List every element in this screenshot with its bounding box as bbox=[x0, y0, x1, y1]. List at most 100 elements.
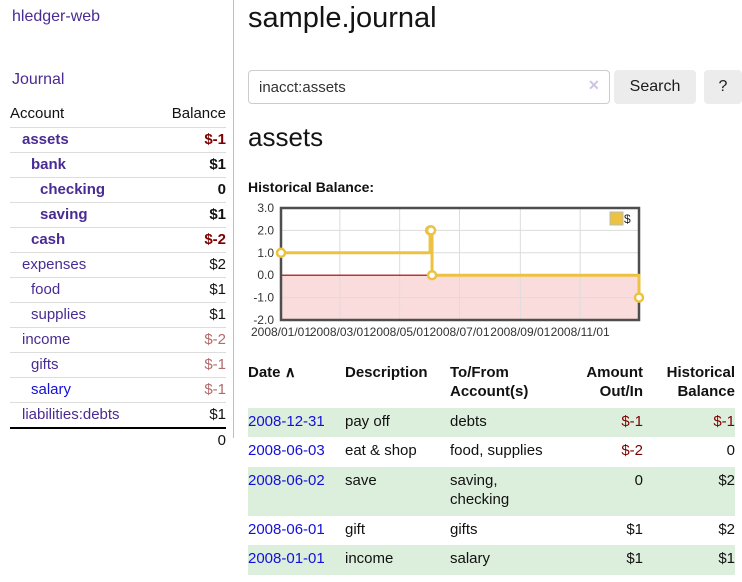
account-row: salary $-1 bbox=[10, 377, 226, 403]
app-title-link[interactable]: hledger-web bbox=[12, 8, 101, 25]
transaction-date-link[interactable]: 2008-06-02 bbox=[248, 472, 325, 489]
account-row: saving $1 bbox=[10, 202, 226, 228]
chart-label: Historical Balance: bbox=[248, 179, 375, 195]
account-page-title: assets bbox=[248, 122, 324, 152]
sidebar-account-link[interactable]: income bbox=[22, 331, 71, 348]
transaction-accounts: saving, checking bbox=[450, 472, 510, 508]
transaction-amount: $1 bbox=[626, 550, 643, 568]
search-bar: ✕ Search ? bbox=[248, 70, 742, 104]
account-row: gifts $-1 bbox=[10, 352, 226, 378]
transaction-balance: $1 bbox=[718, 550, 735, 568]
sidebar-account-link[interactable]: cash bbox=[31, 231, 66, 248]
account-balance: $1 bbox=[209, 406, 226, 423]
account-row: assets $-1 bbox=[10, 127, 226, 153]
register-row: 2008-06-03 eat & shop food, supplies $-2 0 bbox=[248, 437, 735, 467]
register-row: 2008-01-01 income salary $1 $1 bbox=[248, 545, 735, 575]
svg-text:$: $ bbox=[624, 212, 631, 226]
search-button[interactable]: Search bbox=[614, 70, 696, 104]
sidebar-account-link[interactable]: liabilities:debts bbox=[22, 406, 120, 423]
transaction-amount: 0 bbox=[634, 472, 643, 489]
transaction-date-link[interactable]: 2008-01-01 bbox=[248, 550, 325, 568]
main-content: sample.journal ✕ Search ? assets Histori… bbox=[248, 0, 742, 582]
transaction-date-link[interactable]: 2008-06-03 bbox=[248, 442, 325, 460]
transaction-date-link[interactable]: 2008-06-01 bbox=[248, 520, 325, 538]
help-button[interactable]: ? bbox=[704, 70, 742, 104]
page-title: sample.journal bbox=[248, 2, 437, 34]
account-row: checking 0 bbox=[10, 177, 226, 203]
accounts-table: Account Balance assets $-1 bank $1 checking 0… bbox=[10, 102, 226, 453]
transaction-balance: 0 bbox=[726, 442, 735, 460]
sidebar-account-link[interactable]: supplies bbox=[31, 306, 87, 323]
register-panel: Date ∧ Description To/From Account(s) Am… bbox=[248, 360, 735, 575]
account-row: supplies $1 bbox=[10, 302, 226, 328]
register-row: 2008-12-31 pay off debts $-1 $-1 bbox=[248, 407, 735, 438]
account-balance: $1 bbox=[209, 206, 226, 223]
transaction-amount: $-2 bbox=[621, 442, 643, 460]
transaction-accounts: food, supplies bbox=[450, 442, 543, 460]
clear-search-icon[interactable]: ✕ bbox=[588, 77, 600, 93]
sidebar-item-journal[interactable]: Journal bbox=[12, 71, 65, 88]
sidebar-account-link[interactable]: saving bbox=[40, 206, 88, 223]
transaction-description: eat & shop bbox=[345, 442, 417, 460]
svg-text:-1.0: -1.0 bbox=[253, 291, 274, 305]
sidebar: hledger-web Journal Account Balance asse… bbox=[0, 0, 234, 449]
register-header-date[interactable]: Date ∧ bbox=[248, 364, 296, 381]
account-balance: $-2 bbox=[204, 231, 226, 248]
account-row: income $-2 bbox=[10, 327, 226, 353]
accounts-total: 0 bbox=[217, 432, 226, 449]
sidebar-account-link[interactable]: expenses bbox=[22, 256, 87, 273]
transaction-balance: $2 bbox=[718, 472, 735, 489]
sidebar-account-link[interactable]: checking bbox=[40, 181, 106, 198]
account-balance: $-1 bbox=[204, 131, 226, 148]
svg-text:2008/05/01: 2008/05/01 bbox=[370, 325, 430, 339]
transaction-description: income bbox=[345, 550, 394, 568]
accounts-total-row: 0 bbox=[10, 428, 226, 453]
search-input[interactable] bbox=[248, 70, 610, 104]
svg-text:2008/01/01: 2008/01/01 bbox=[251, 325, 311, 339]
svg-text:2008/09/01: 2008/09/01 bbox=[490, 325, 550, 339]
register-row: 2008-06-02 save saving, checking 0 $2 bbox=[248, 467, 735, 516]
register-row: 2008-06-01 gift gifts $1 $2 bbox=[248, 516, 735, 546]
svg-text:3.0: 3.0 bbox=[257, 201, 274, 215]
transaction-accounts: debts bbox=[450, 412, 487, 430]
svg-text:0.0: 0.0 bbox=[257, 268, 274, 282]
register-header-balance: Historical Balance bbox=[666, 364, 735, 400]
register-header-amount: Amount Out/In bbox=[586, 364, 643, 400]
svg-text:-2.0: -2.0 bbox=[253, 313, 274, 327]
sidebar-account-link[interactable]: assets bbox=[22, 131, 69, 148]
account-balance: $2 bbox=[209, 256, 226, 273]
sidebar-account-link[interactable]: bank bbox=[31, 156, 67, 173]
account-row: food $1 bbox=[10, 277, 226, 303]
transaction-description: pay off bbox=[345, 412, 390, 430]
sidebar-account-link[interactable]: salary bbox=[31, 381, 72, 398]
register-header-description: Description bbox=[345, 364, 428, 381]
transaction-description: gift bbox=[345, 520, 366, 538]
accounts-panel: Account Balance assets $-1 bank $1 checking 0… bbox=[10, 102, 226, 453]
account-balance: 0 bbox=[217, 181, 226, 198]
historical-balance-chart: $3.0 2.0 1.0 0.0 -1.0 -2.0 2008/01/01 2008/03/0… bbox=[243, 201, 645, 346]
svg-text:2.0: 2.0 bbox=[257, 223, 274, 237]
transaction-accounts: gifts bbox=[450, 520, 478, 538]
sort-asc-icon: ∧ bbox=[284, 364, 296, 381]
sidebar-account-link[interactable]: food bbox=[31, 281, 61, 298]
sidebar-account-link[interactable]: gifts bbox=[31, 356, 59, 373]
account-row: bank $1 bbox=[10, 152, 226, 178]
account-balance: $1 bbox=[209, 306, 226, 323]
svg-text:1.0: 1.0 bbox=[257, 246, 274, 260]
transaction-amount: $1 bbox=[626, 520, 643, 538]
transaction-balance: $2 bbox=[718, 520, 735, 538]
account-balance: $-1 bbox=[204, 356, 226, 373]
svg-text:2008/03/01: 2008/03/01 bbox=[310, 325, 370, 339]
account-balance: $1 bbox=[209, 281, 226, 298]
transaction-date-link[interactable]: 2008-12-31 bbox=[248, 412, 325, 430]
account-row: expenses $2 bbox=[10, 252, 226, 278]
svg-text:2008/07/01: 2008/07/01 bbox=[429, 325, 489, 339]
svg-text:2008/11/01: 2008/11/01 bbox=[551, 325, 610, 339]
account-balance: $-2 bbox=[204, 331, 226, 348]
transaction-description: save bbox=[345, 472, 377, 489]
accounts-header-account: Account bbox=[10, 105, 65, 122]
transaction-amount: $-1 bbox=[621, 412, 643, 430]
register-table: Date ∧ Description To/From Account(s) Am… bbox=[248, 360, 735, 575]
account-balance: $-1 bbox=[204, 381, 226, 398]
transaction-balance: $-1 bbox=[713, 412, 735, 430]
